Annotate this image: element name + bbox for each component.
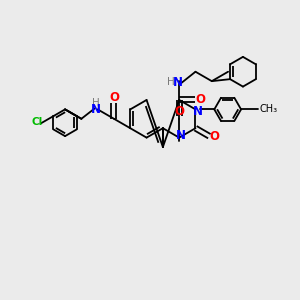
- Text: O: O: [195, 94, 205, 106]
- Text: N: N: [173, 76, 183, 88]
- Text: H: H: [92, 98, 100, 108]
- Text: CH₃: CH₃: [260, 104, 278, 114]
- Text: N: N: [176, 129, 186, 142]
- Text: O: O: [209, 130, 219, 143]
- Text: H: H: [167, 77, 175, 87]
- Text: N: N: [91, 103, 101, 116]
- Text: N: N: [193, 105, 202, 118]
- Text: O: O: [174, 104, 184, 118]
- Text: Cl: Cl: [32, 117, 43, 127]
- Text: O: O: [109, 91, 119, 104]
